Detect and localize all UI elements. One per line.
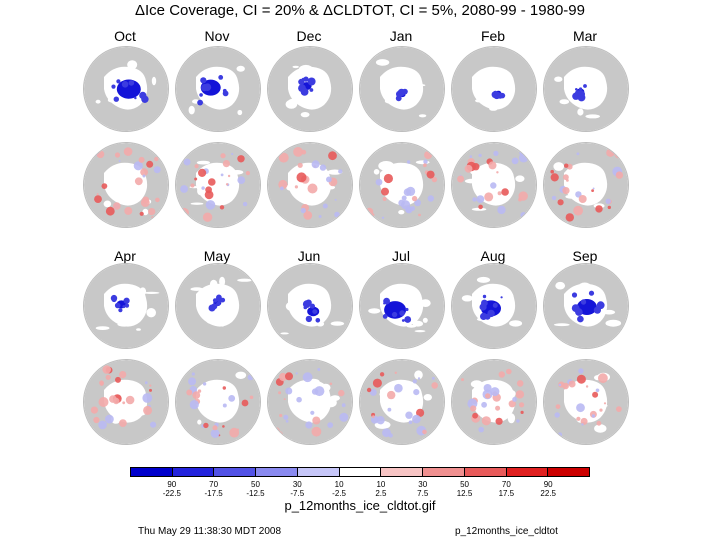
- colorbar-segment: [213, 468, 256, 476]
- cloud-map-jan: [359, 142, 445, 228]
- cloud-map-nov: [175, 142, 261, 228]
- month-label-jul: Jul: [392, 248, 410, 264]
- colorbar-tick-label: 70 -17.5: [204, 480, 223, 498]
- month-label-oct: Oct: [114, 28, 136, 44]
- colorbar-tick-label: 30 -7.5: [290, 480, 305, 498]
- colorbar-tick-label: 30 7.5: [417, 480, 429, 498]
- month-label-apr: Apr: [114, 248, 136, 264]
- colorbar-segment: [255, 468, 297, 476]
- colorbar-tick-label: 70 17.5: [498, 480, 515, 498]
- ice-map-dec: [267, 46, 353, 132]
- colorbar-tick-label: 90 -22.5: [162, 480, 181, 498]
- month-label-nov: Nov: [204, 28, 230, 44]
- colorbar-tick-label: 10 2.5: [375, 480, 387, 498]
- colorbar-segment: [380, 468, 423, 476]
- month-label-aug: Aug: [480, 248, 506, 264]
- cloud-map-apr: [83, 359, 169, 445]
- cloud-map-sep: [543, 359, 629, 445]
- ice-map-jan: [359, 46, 445, 132]
- cloud-map-oct: [83, 142, 169, 228]
- image-caption: p_12months_ice_cldtot.gif: [284, 498, 436, 513]
- ice-map-oct: [83, 46, 169, 132]
- ice-map-feb: [451, 46, 537, 132]
- colorbar: [130, 467, 590, 477]
- ice-map-jul: [359, 263, 445, 349]
- colorbar-tick-label: 50 -12.5: [246, 480, 265, 498]
- cloud-map-aug: [451, 359, 537, 445]
- cloud-map-jun: [267, 359, 353, 445]
- month-label-sep: Sep: [572, 248, 598, 264]
- cloud-map-feb: [451, 142, 537, 228]
- colorbar-segment: [131, 468, 172, 476]
- ice-map-may: [175, 263, 261, 349]
- colorbar-tick-label: 50 12.5: [456, 480, 473, 498]
- filename-footer: p_12months_ice_cldtot: [455, 526, 558, 537]
- cloud-map-dec: [267, 142, 353, 228]
- ice-map-sep: [543, 263, 629, 349]
- month-label-feb: Feb: [480, 28, 506, 44]
- colorbar-segment: [338, 468, 381, 476]
- ice-map-aug: [451, 263, 537, 349]
- colorbar-tick-label: 90 22.5: [540, 480, 556, 498]
- colorbar-tick-label: 10 -2.5: [332, 480, 346, 498]
- month-label-mar: Mar: [572, 28, 598, 44]
- month-label-dec: Dec: [296, 28, 322, 44]
- ice-map-mar: [543, 46, 629, 132]
- colorbar-segment: [547, 468, 590, 476]
- cloud-map-mar: [543, 142, 629, 228]
- month-label-may: May: [203, 248, 231, 264]
- ice-map-apr: [83, 263, 169, 349]
- colorbar-segment: [422, 468, 464, 476]
- timestamp-footer: Thu May 29 11:38:30 MDT 2008: [138, 526, 282, 537]
- cloud-map-may: [175, 359, 261, 445]
- colorbar-segment: [296, 468, 339, 476]
- month-label-jan: Jan: [389, 28, 413, 44]
- ice-map-nov: [175, 46, 261, 132]
- colorbar-segment: [505, 468, 548, 476]
- colorbar-segment: [171, 468, 214, 476]
- month-label-jun: Jun: [297, 248, 321, 264]
- colorbar-segment: [463, 468, 506, 476]
- ice-map-jun: [267, 263, 353, 349]
- figure-title: ΔIce Coverage, CI = 20% & ΔCLDTOT, CI = …: [135, 2, 585, 19]
- cloud-map-jul: [359, 359, 445, 445]
